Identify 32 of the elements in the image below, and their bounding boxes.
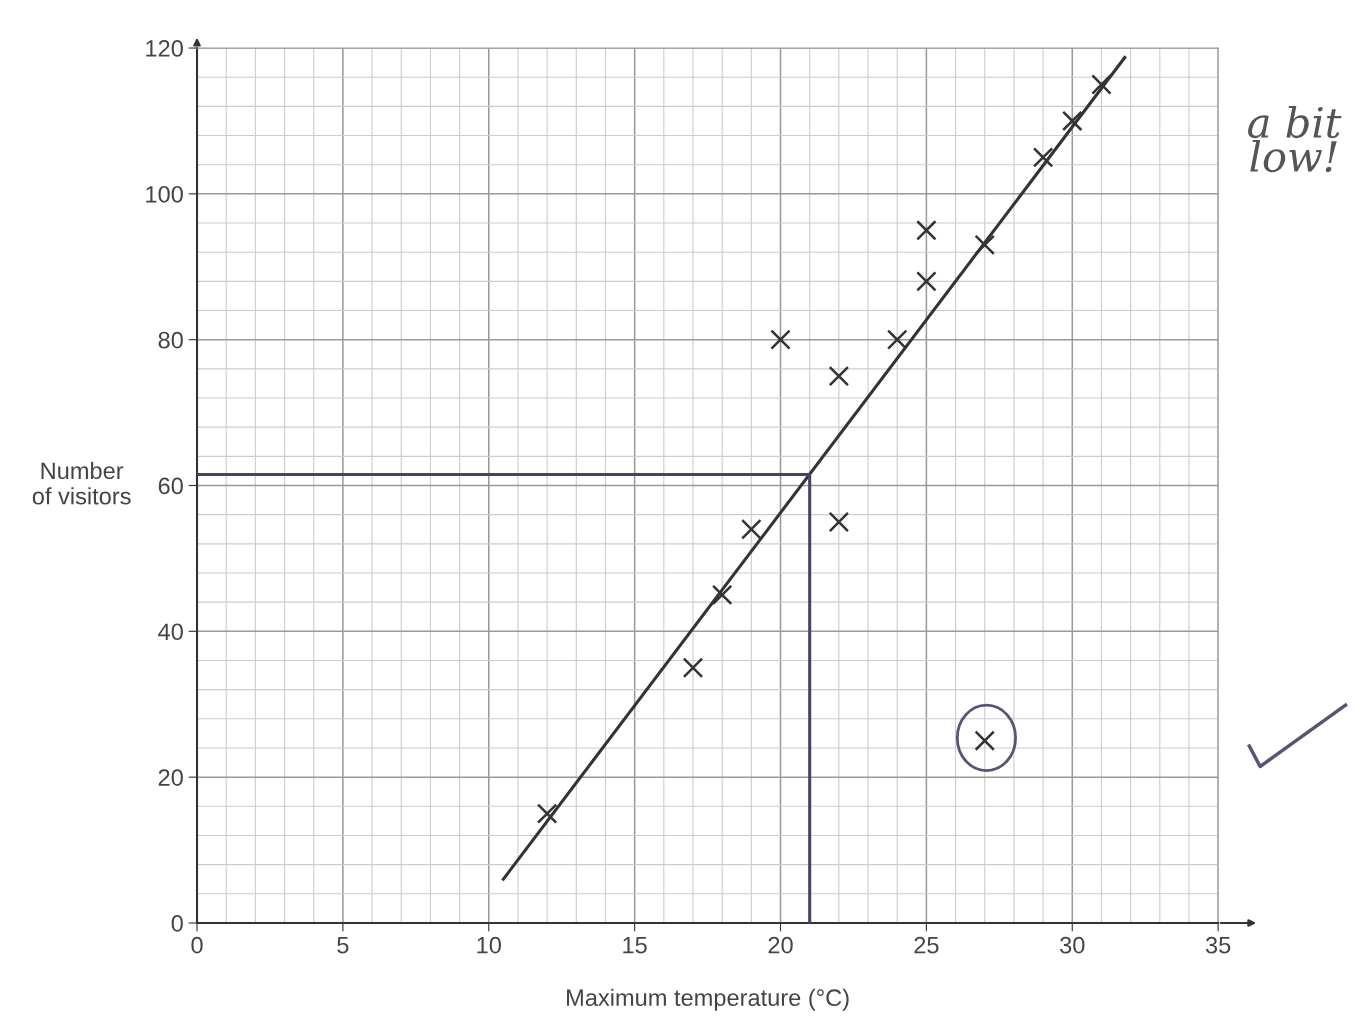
point [682, 657, 704, 679]
y-tick-label: 40 [158, 623, 183, 641]
point [1061, 110, 1083, 132]
x-axis-title: Maximum temperature (°C) [567, 988, 849, 1011]
y-axis-title: Number of visitors [32, 461, 131, 505]
point [974, 234, 996, 256]
x-tick-label: 25 [914, 936, 939, 954]
point [1032, 147, 1054, 168]
x-tick-label: 20 [768, 936, 793, 954]
y-tick-label: 100 [146, 185, 183, 203]
y-tick-label: 20 [158, 769, 183, 786]
point [711, 584, 733, 606]
point [536, 803, 558, 824]
x-tick-label: 15 [623, 937, 647, 954]
point [1091, 74, 1112, 95]
y-tick-label: 60 [158, 477, 183, 495]
y-tick-label: 120 [146, 40, 183, 57]
point [770, 329, 791, 350]
y-tick-label: 80 [158, 331, 183, 349]
point [886, 329, 908, 350]
point [916, 220, 937, 241]
text: a bit low! [1248, 105, 1342, 173]
x-tick-label: 10 [477, 936, 501, 954]
x-tick-label: 0 [191, 936, 203, 954]
point [741, 518, 762, 540]
point [916, 271, 937, 292]
x-tick-label: 35 [1205, 936, 1231, 954]
point [828, 365, 850, 387]
y-tick-label: 0 [171, 915, 183, 932]
x-tick-label: 5 [337, 937, 349, 954]
point [828, 511, 850, 533]
x-tick-label: 30 [1060, 936, 1085, 954]
